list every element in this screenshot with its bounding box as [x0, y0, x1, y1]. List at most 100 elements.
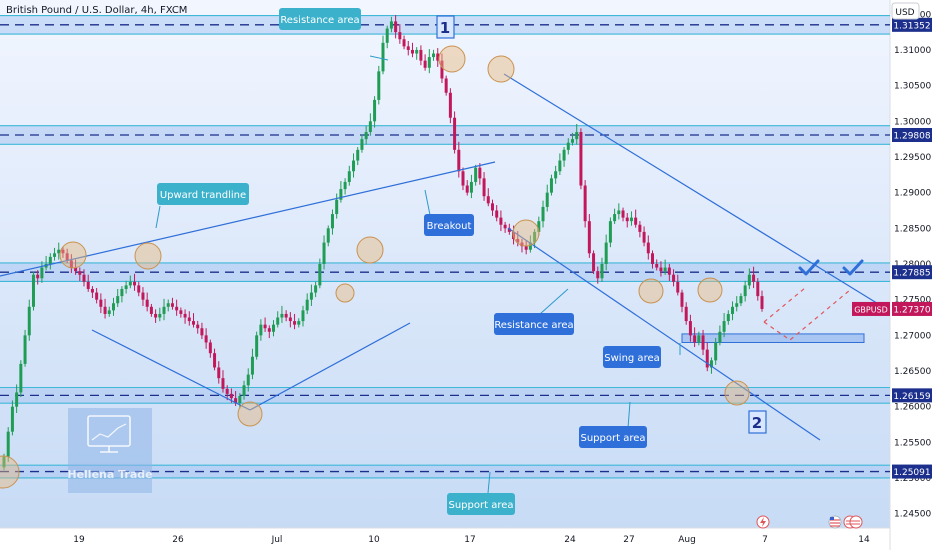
level-price-box [892, 388, 932, 403]
level-price-label: 1.27885 [893, 269, 930, 279]
price-tags: 1.31352 1.29808 1.27885 1.26159 1.25091 GBPUS… [852, 17, 932, 479]
zone-band [0, 125, 890, 145]
wave-label-1-box [436, 15, 455, 39]
candle-body [739, 296, 743, 304]
currency-button[interactable] [891, 2, 920, 20]
candle-body [722, 321, 726, 332]
candle-body [726, 313, 730, 322]
candle-body [2, 456, 6, 468]
currency-label: USD [895, 8, 914, 18]
candle-body [453, 117, 457, 150]
candle-body [10, 406, 14, 432]
candle-body [314, 285, 318, 293]
candle-body [672, 274, 676, 282]
candle-body [697, 335, 701, 343]
candle-body [701, 335, 705, 350]
price-tick-label: 1.31000 [894, 46, 931, 56]
zone-band [0, 465, 890, 478]
price-tick-label: 1.29500 [894, 153, 931, 163]
time-axis-background [0, 528, 890, 550]
support-area-label-bottom-box [447, 493, 515, 515]
support-area-label-mid-box [579, 426, 647, 448]
candle-body [634, 217, 638, 225]
flash-icon[interactable] [756, 515, 770, 529]
candle-body [524, 246, 528, 250]
candle-body [326, 228, 330, 243]
check-mark-icon [842, 259, 864, 276]
highlight-circle [356, 236, 384, 264]
time-tick-label: Jul [271, 535, 283, 545]
candle-body [280, 313, 284, 318]
candle-body [133, 281, 137, 286]
watermark-box [68, 408, 152, 493]
time-tick-label: 27 [623, 535, 634, 545]
candle-body [183, 313, 187, 318]
candle-body [347, 171, 351, 182]
level-price-box [892, 464, 932, 479]
candle-body [196, 324, 200, 329]
level-price-box [892, 127, 932, 142]
candle-body [583, 185, 587, 222]
candle-body [562, 149, 566, 161]
time-tick-label: 10 [368, 535, 380, 545]
candle-body [684, 306, 688, 322]
candle-body [175, 306, 179, 311]
highlight-circle [487, 55, 515, 83]
wave-label-1: 1 [440, 19, 450, 37]
candle-body [503, 224, 507, 229]
candle-body [549, 178, 553, 193]
price-tick-label: 1.30000 [894, 117, 931, 127]
us-flag-icon[interactable] [828, 515, 842, 529]
candle-body [192, 321, 195, 325]
candle-body [558, 160, 562, 172]
candle-body [107, 310, 111, 314]
candle-body [752, 274, 756, 282]
candle-body [604, 242, 608, 264]
current-symbol-label: GBPUSD [854, 305, 888, 314]
candle-body [6, 431, 10, 457]
candle-body [162, 306, 166, 314]
candle-body [272, 324, 276, 332]
candle-body [676, 281, 680, 293]
upward-trendline [0, 161, 496, 277]
candle-body [394, 21, 398, 33]
candlesticks [2, 15, 764, 471]
candle-body [145, 299, 149, 307]
calendar-events-icon[interactable] [843, 515, 863, 529]
candle-body [335, 199, 339, 215]
candle-body [743, 285, 747, 297]
candle-body [693, 335, 697, 343]
candle-body [330, 214, 334, 229]
highlight-circle [335, 283, 355, 303]
candle-body [625, 217, 629, 222]
candle-body [638, 224, 642, 232]
candle-body [234, 398, 238, 404]
candle-body [128, 281, 132, 286]
candle-body [659, 267, 663, 272]
candle-body [427, 57, 431, 68]
resistance-area-label-top-box [279, 8, 361, 30]
candle-body [596, 271, 600, 279]
highlight-circle [724, 380, 750, 406]
candle-body [213, 353, 217, 368]
candle-body [69, 260, 73, 268]
candle-body [688, 321, 692, 336]
candle-body [760, 296, 764, 309]
candle-body [57, 249, 61, 254]
candle-body [718, 331, 722, 343]
candle-body [301, 310, 305, 322]
candle-body [495, 210, 499, 218]
callout-pointer [627, 401, 631, 429]
support-wedge-left [91, 329, 251, 411]
current-price-box [892, 301, 932, 316]
candle-body [516, 239, 520, 243]
candle-body [95, 292, 99, 300]
candle-body [297, 321, 301, 325]
candle-body [554, 171, 558, 179]
candle-body [137, 285, 141, 293]
candle-body [78, 271, 82, 275]
candle-body [27, 306, 31, 336]
time-tick-label: 7 [762, 535, 768, 545]
level-price-label: 1.31352 [893, 21, 930, 31]
